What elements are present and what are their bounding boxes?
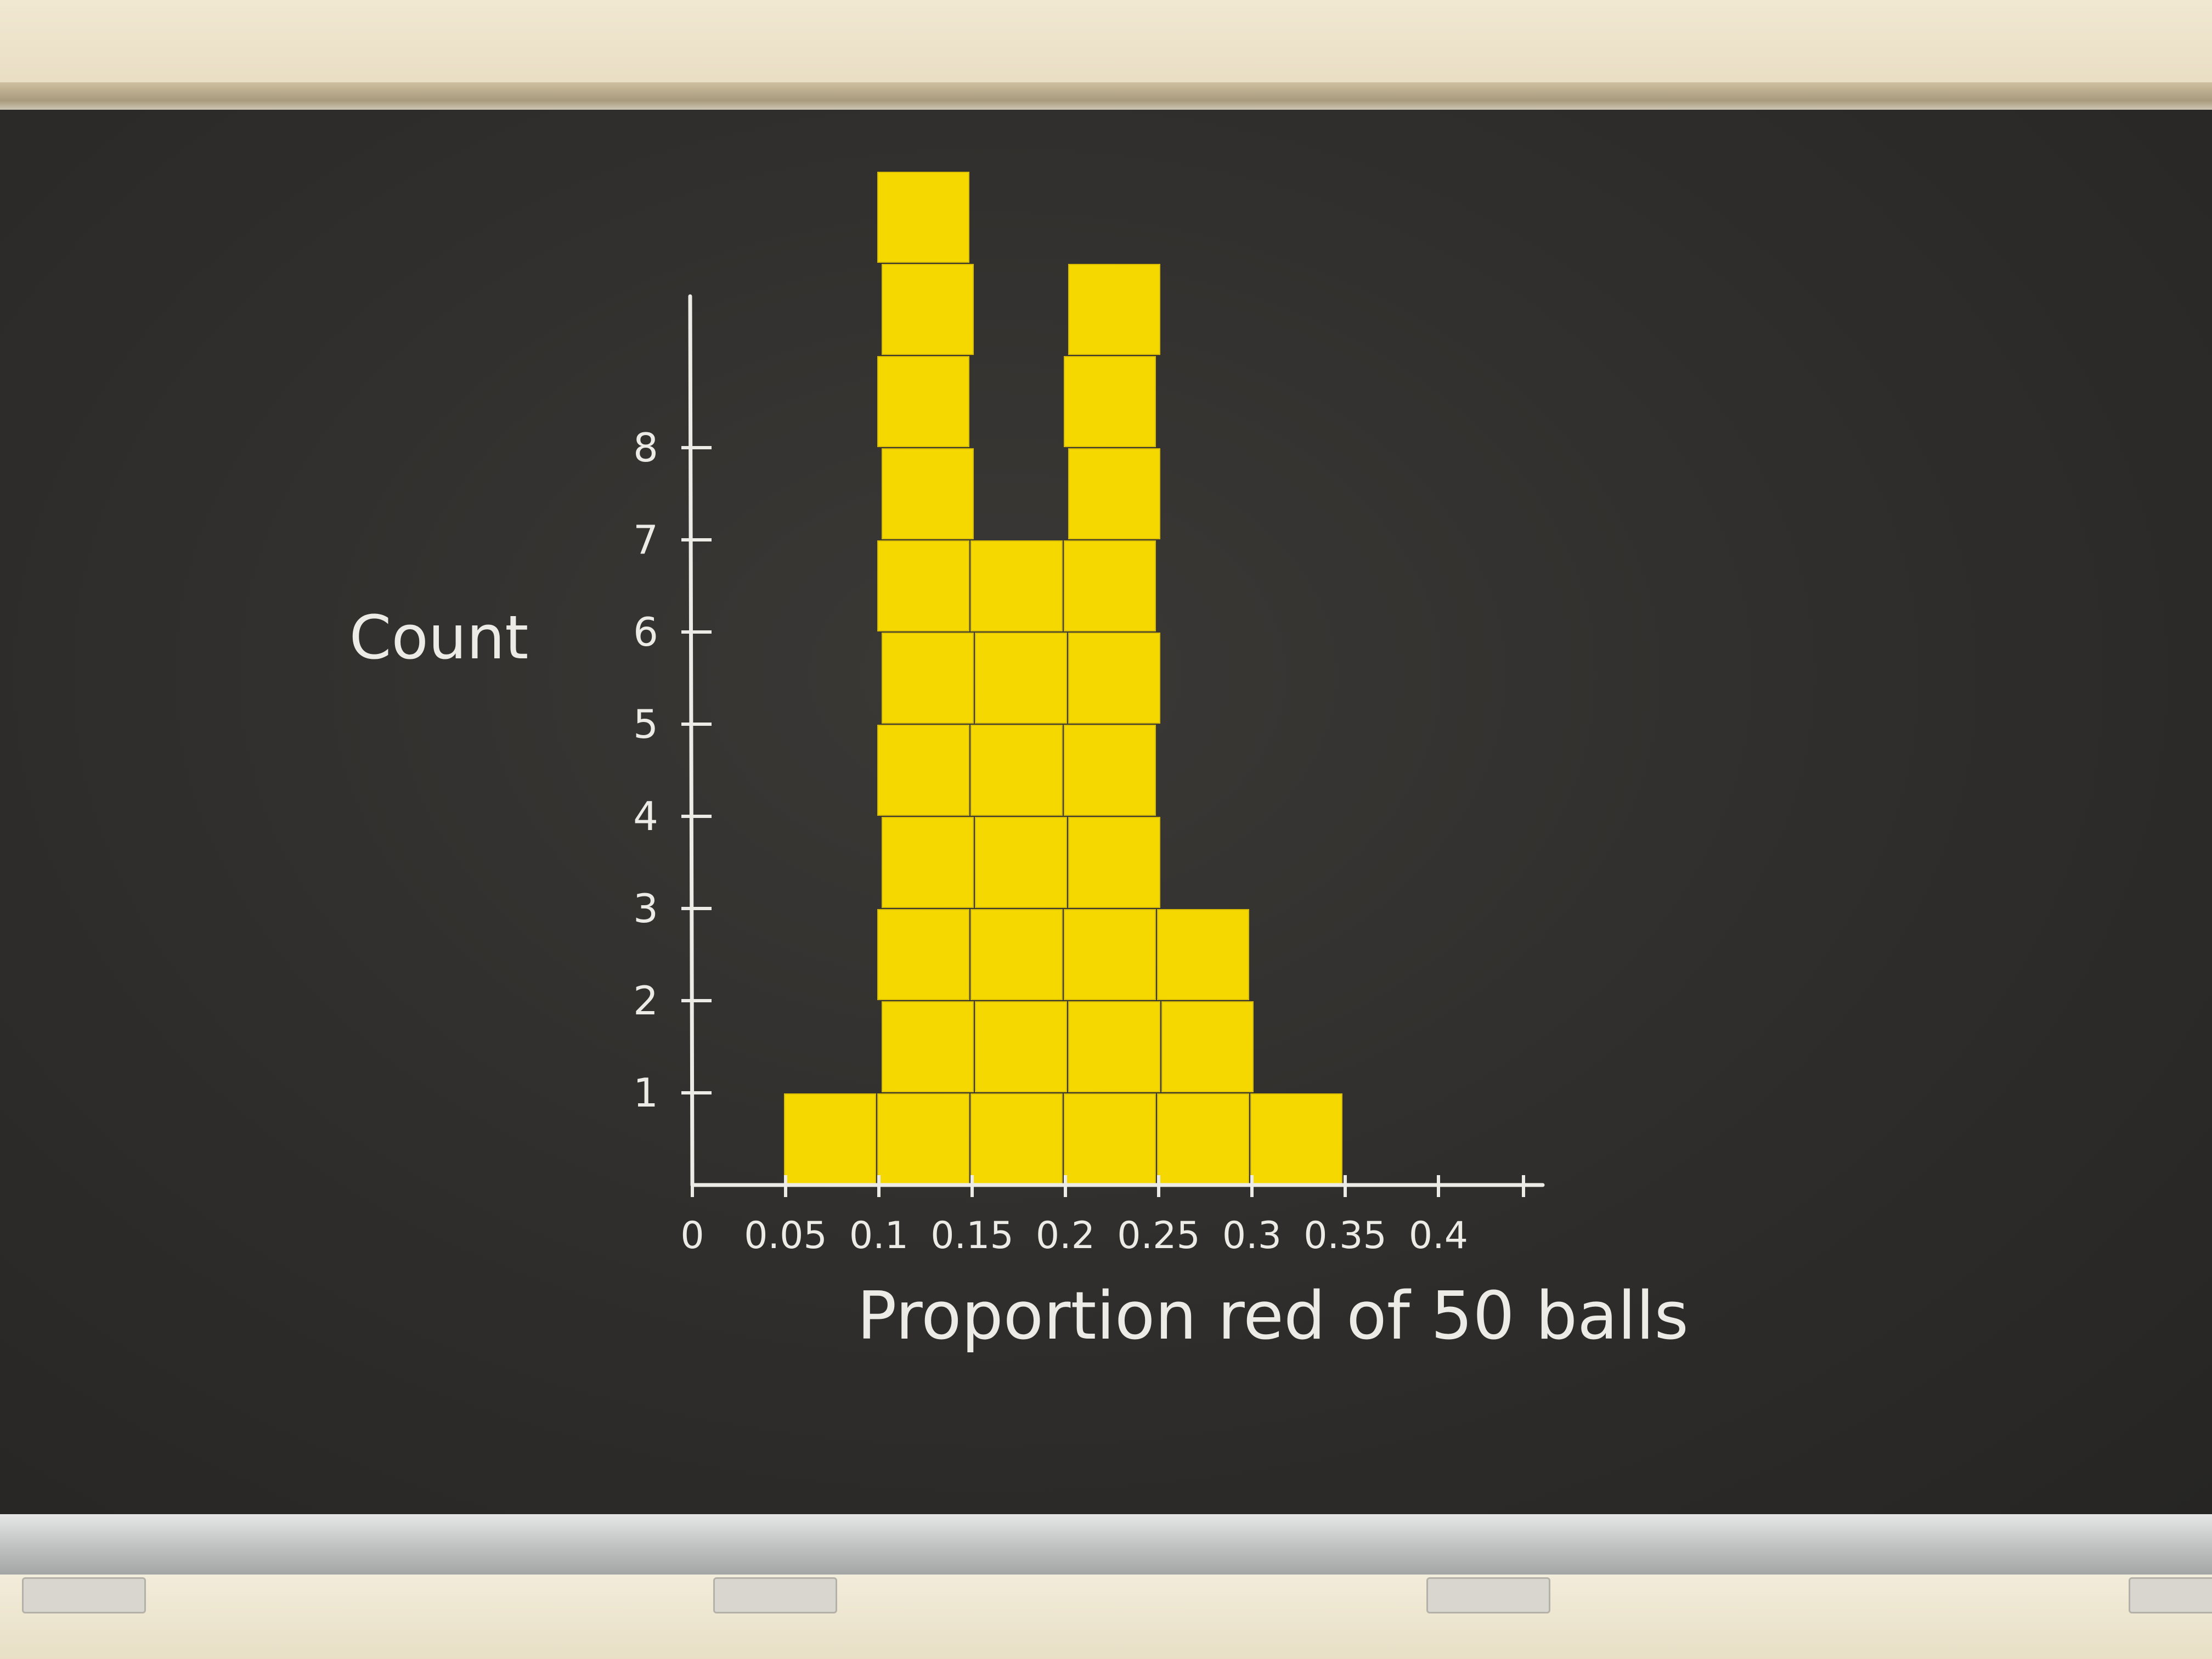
bar-0.2-note-1 xyxy=(1064,1093,1156,1184)
bar-0.1-note-7 xyxy=(877,540,969,631)
y-ticks-group: 1 2 3 4 5 6 7 8 xyxy=(633,425,712,1116)
bar-0.1-note-11 xyxy=(877,172,969,263)
bar-0.3-note-1 xyxy=(1250,1093,1342,1184)
y-axis-label: Count xyxy=(349,602,529,673)
bar-0.1-note-1 xyxy=(877,1093,969,1184)
board-frame xyxy=(0,82,2212,112)
bar-0.2-note-2 xyxy=(1068,1001,1160,1092)
bar-0.1-note-8 xyxy=(882,448,974,539)
bar-0.1-note-2 xyxy=(882,1001,974,1092)
bar-0.25-note-1 xyxy=(1157,1093,1249,1184)
x-tick-label: 0.15 xyxy=(930,1214,1013,1257)
bar-0.1-note-3 xyxy=(877,909,969,1000)
bar-0.1-note-4 xyxy=(882,817,974,908)
bar-0.2-note-6 xyxy=(1068,633,1160,724)
chalk-tray xyxy=(0,1514,2212,1575)
bar-0.05-note-1 xyxy=(784,1093,876,1184)
wall-top xyxy=(0,0,2212,96)
x-tick-label: 0 xyxy=(680,1214,704,1257)
bar-0.15-note-3 xyxy=(970,909,1063,1000)
wall-outlet xyxy=(713,1577,837,1613)
bar-0.15-note-7 xyxy=(970,540,1063,631)
bar-0.15-note-4 xyxy=(975,817,1067,908)
x-tick-label: 0.1 xyxy=(849,1214,909,1257)
bar-0.25-note-2 xyxy=(1161,1001,1254,1092)
bar-0.15-note-2 xyxy=(975,1001,1067,1092)
axes-group xyxy=(688,294,1545,1187)
bar-0.2-note-4 xyxy=(1068,817,1160,908)
x-ticks-group: 0 0.05 0.1 0.15 0.2 0.25 0.3 0.35 0.4 xyxy=(680,1175,1525,1257)
x-axis-label: Proportion red of 50 balls xyxy=(857,1278,1689,1355)
bar-0.1-note-9 xyxy=(877,356,969,447)
y-axis-line xyxy=(688,294,695,1187)
bars-group xyxy=(784,172,1342,1184)
bar-0.25-note-3 xyxy=(1157,909,1249,1000)
bar-0.1-note-5 xyxy=(877,725,969,816)
bar-0.15-note-5 xyxy=(970,725,1063,816)
bar-0.15-note-6 xyxy=(975,633,1067,724)
x-tick-label: 0.05 xyxy=(744,1214,827,1257)
wall-outlet xyxy=(2129,1577,2212,1613)
x-tick-label: 0.4 xyxy=(1409,1214,1468,1257)
wall-bottom xyxy=(0,1575,2212,1659)
wall-outlet xyxy=(1426,1577,1550,1613)
x-tick-label: 0.35 xyxy=(1304,1214,1386,1257)
x-tick-label: 0.3 xyxy=(1222,1214,1282,1257)
bar-0.2-note-7 xyxy=(1064,540,1156,631)
bar-0.2-note-10 xyxy=(1068,264,1160,355)
y-tick-label: 6 xyxy=(633,609,658,655)
y-tick-label: 8 xyxy=(633,425,658,471)
bar-0.2-note-9 xyxy=(1064,356,1156,447)
x-tick-label: 0.2 xyxy=(1036,1214,1095,1257)
bar-0.2-note-8 xyxy=(1068,448,1160,539)
bar-0.1-note-10 xyxy=(882,264,974,355)
bar-0.2-note-3 xyxy=(1064,909,1156,1000)
bar-0.15-note-1 xyxy=(970,1093,1063,1184)
bar-0.1-note-6 xyxy=(882,633,974,724)
y-tick-label: 4 xyxy=(633,793,658,839)
y-tick-label: 3 xyxy=(633,885,658,932)
wall-outlet xyxy=(22,1577,146,1613)
x-tick-label: 0.25 xyxy=(1117,1214,1200,1257)
y-tick-label: 1 xyxy=(633,1070,658,1116)
y-tick-label: 2 xyxy=(633,978,658,1024)
y-tick-label: 7 xyxy=(633,517,658,563)
y-tick-label: 5 xyxy=(633,701,658,747)
bar-0.2-note-5 xyxy=(1064,725,1156,816)
